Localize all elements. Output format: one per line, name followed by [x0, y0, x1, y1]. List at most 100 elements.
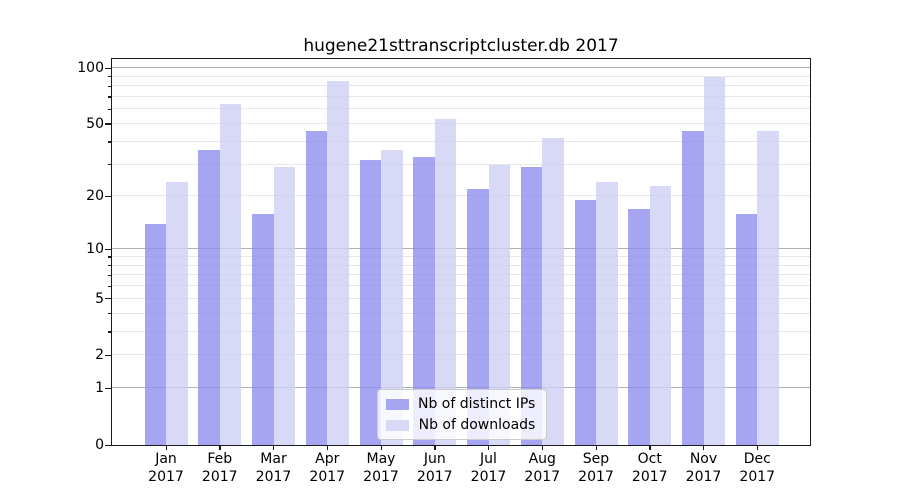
- gridline-y-9: [112, 256, 810, 257]
- bar-distinct-ips-mar: [252, 213, 274, 445]
- gridline-y-50: [112, 122, 810, 124]
- x-axis-label-jan: Jan 2017: [148, 451, 184, 485]
- x-axis-tick-jan: [165, 445, 167, 450]
- y-axis-minortick-9: [108, 256, 112, 258]
- bar-distinct-ips-feb: [198, 150, 220, 445]
- gridline-y-3: [112, 330, 810, 332]
- bar-downloads-dec: [757, 130, 779, 445]
- bar-distinct-ips-aug: [520, 167, 543, 445]
- y-axis-tick-100: [105, 67, 112, 69]
- x-axis-label-oct: Oct 2017: [631, 451, 668, 485]
- x-axis-label-sep: Sep 2017: [578, 451, 614, 485]
- y-axis-minortick-4: [108, 313, 112, 315]
- bar-distinct-ips-nov: [682, 130, 704, 445]
- bar-downloads-nov: [703, 76, 725, 445]
- bar-downloads-mar: [273, 167, 295, 445]
- bar-distinct-ips-apr: [305, 130, 328, 445]
- bar-downloads-jun: [434, 119, 457, 445]
- legend-label-distinct-ips: Nb of distinct IPs: [418, 396, 536, 412]
- x-axis-label-mar: Mar 2017: [255, 451, 292, 485]
- gridline-y-5: [112, 297, 810, 299]
- y-axis-minortick-60: [108, 108, 112, 111]
- y-axis-label-50: 50: [86, 115, 104, 132]
- bar-downloads-may: [381, 150, 403, 445]
- bar-downloads-jul: [488, 164, 510, 445]
- y-axis-minortick-30: [108, 164, 112, 166]
- gridline-y-1: [112, 387, 810, 389]
- x-axis-tick-may: [380, 445, 382, 450]
- y-axis-minortick-3: [108, 331, 112, 333]
- y-axis-minortick-8: [108, 265, 112, 267]
- x-axis-label-nov: Nov 2017: [685, 451, 722, 485]
- x-axis-label-feb: Feb 2017: [201, 451, 238, 485]
- bar-downloads-aug: [542, 137, 564, 445]
- y-axis-tick-2: [105, 354, 112, 357]
- x-axis-label-apr: Apr 2017: [309, 451, 346, 485]
- legend: Nb of distinct IPs Nb of downloads: [377, 389, 548, 440]
- y-axis-minortick-90: [108, 76, 112, 78]
- x-axis-tick-aug: [541, 445, 544, 450]
- x-axis-tick-mar: [273, 445, 275, 450]
- x-axis-label-dec: Dec 2017: [739, 451, 776, 485]
- y-axis-label-100: 100: [77, 60, 104, 77]
- legend-swatch-downloads: [386, 419, 409, 431]
- y-axis-label-10: 10: [86, 241, 104, 258]
- gridline-y-30: [112, 163, 810, 165]
- bar-distinct-ips-dec: [735, 213, 758, 445]
- y-axis-label-0: 0: [95, 437, 104, 453]
- bar-distinct-ips-oct: [628, 209, 650, 445]
- gridline-y-2: [112, 354, 810, 356]
- y-axis-minortick-6: [108, 285, 112, 287]
- y-axis-minortick-7: [108, 274, 112, 276]
- gridline-y-60: [112, 108, 810, 110]
- y-axis-label-2: 2: [95, 347, 104, 364]
- bar-distinct-ips-sep: [574, 200, 596, 445]
- gridline-y-80: [112, 85, 810, 87]
- x-axis-tick-nov: [703, 445, 705, 450]
- x-axis-tick-apr: [326, 445, 329, 450]
- y-axis-label-20: 20: [86, 188, 104, 205]
- bar-downloads-feb: [219, 104, 242, 445]
- gridline-y-100: [112, 67, 810, 69]
- x-axis-tick-jul: [488, 445, 490, 450]
- y-axis-minortick-70: [108, 96, 112, 98]
- y-axis-minortick-40: [108, 141, 112, 143]
- y-axis-tick-10: [105, 248, 112, 250]
- bar-downloads-oct: [649, 185, 672, 445]
- y-axis-tick-50: [105, 123, 112, 125]
- gridline-y-6: [112, 285, 810, 287]
- x-axis-tick-dec: [756, 445, 759, 450]
- x-axis-label-aug: Aug 2017: [524, 451, 561, 485]
- x-axis-label-may: May 2017: [363, 451, 399, 485]
- x-axis-tick-feb: [219, 445, 221, 450]
- gridline-y-8: [112, 264, 810, 266]
- bar-downloads-jan: [166, 182, 188, 445]
- gridline-y-4: [112, 312, 810, 314]
- gridline-y-70: [112, 95, 810, 97]
- bar-distinct-ips-jun: [413, 157, 435, 445]
- y-axis-label-1: 1: [95, 380, 104, 397]
- x-axis-tick-jun: [434, 445, 436, 450]
- gridline-y-40: [112, 140, 810, 142]
- y-axis-tick-5: [105, 298, 112, 300]
- gridline-y-20: [112, 195, 810, 197]
- bar-distinct-ips-may: [359, 159, 381, 445]
- x-axis-label-jun: Jun 2017: [416, 451, 453, 485]
- legend-label-downloads: Nb of downloads: [418, 417, 536, 433]
- x-axis-tick-sep: [595, 445, 597, 450]
- y-axis-tick-1: [105, 387, 112, 390]
- x-axis-tick-oct: [649, 445, 651, 450]
- plot-area: Dec 2017 Nov 2017 Oct 2017 Sep 2017 Aug 2017…: [77, 58, 811, 485]
- legend-item-downloads: Nb of downloads: [386, 417, 535, 433]
- gridline-y-90: [112, 75, 810, 77]
- y-axis-tick-20: [105, 195, 112, 198]
- y-axis-tick-0: [105, 444, 112, 446]
- legend-swatch-distinct-ips: [386, 398, 409, 410]
- chart-title: hugene21sttranscriptcluster.db 2017: [303, 36, 619, 56]
- bar-downloads-sep: [596, 182, 618, 445]
- x-axis-label-jul: Jul 2017: [470, 451, 507, 485]
- gridline-y-7: [112, 274, 810, 276]
- bar-distinct-ips-jul: [467, 188, 489, 445]
- y-axis-minortick-80: [108, 85, 112, 87]
